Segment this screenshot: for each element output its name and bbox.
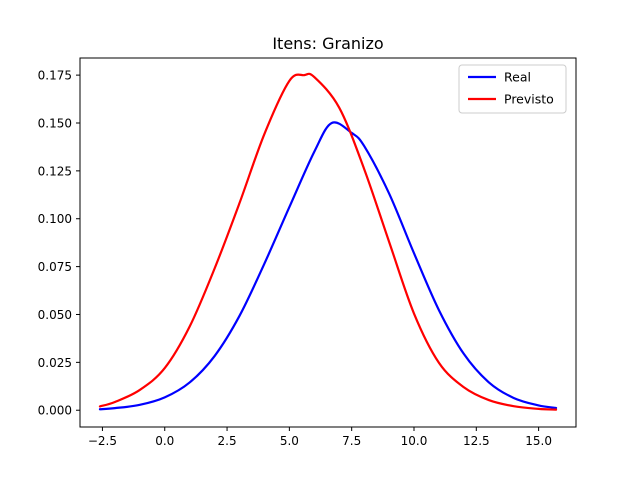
x-tick-label: 0.0 (155, 434, 174, 448)
y-tick-label: 0.050 (38, 308, 72, 322)
series-line-real (98, 121, 558, 411)
axis-ticks: −2.5 0.0 2.5 5.0 7.5 10.0 12.5 15.0 0.000 0.025 0.… (38, 69, 552, 448)
series-line-previsto (98, 72, 558, 411)
legend: Real Previsto (458, 64, 567, 114)
legend-label-previsto: Previsto (504, 92, 554, 107)
y-tick-label: 0.100 (38, 212, 72, 226)
x-tick-label: 10.0 (401, 434, 428, 448)
x-tick-label: 2.5 (218, 434, 237, 448)
chart-title: Itens: Granizo (272, 34, 383, 53)
x-tick-label: 5.0 (280, 434, 299, 448)
y-tick-label: 0.150 (38, 116, 72, 130)
y-tick-label: 0.125 (38, 164, 72, 178)
series-lines (98, 72, 558, 411)
x-tick-label: 15.0 (525, 434, 552, 448)
x-tick-label: 12.5 (463, 434, 490, 448)
x-tick-label: −2.5 (88, 434, 117, 448)
axes-frame (79, 57, 577, 428)
x-tick-label: 7.5 (342, 434, 361, 448)
legend-label-real: Real (504, 70, 531, 85)
y-tick-label: 0.000 (38, 404, 72, 418)
y-tick-label: 0.075 (38, 260, 72, 274)
y-tick-label: 0.025 (38, 356, 72, 370)
y-tick-label: 0.175 (38, 69, 72, 83)
